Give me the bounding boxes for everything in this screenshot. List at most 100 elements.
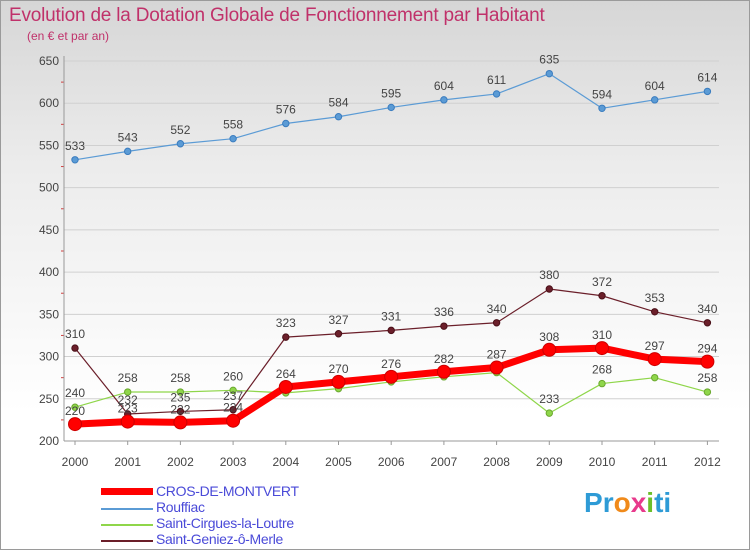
data-label-saint-geniez-merle-2008: 340 <box>487 302 507 316</box>
data-label-rouffiac-2004: 576 <box>276 102 296 116</box>
data-label-cros-de-montvert-2004: 264 <box>276 367 296 381</box>
chart-subtitle: (en € et par an) <box>27 29 110 43</box>
data-label-saint-geniez-merle-2012: 340 <box>697 302 717 316</box>
point-rouffiac-2003 <box>229 134 237 143</box>
data-label-rouffiac-2006: 595 <box>381 86 401 100</box>
data-label-rouffiac-2003: 558 <box>223 118 243 132</box>
y-tick-label-400: 400 <box>39 265 59 279</box>
logo-letter-t: t <box>654 487 664 518</box>
logo-letter-p: P <box>584 487 603 518</box>
data-label-cros-de-montvert-2011: 297 <box>645 339 665 353</box>
x-tick-label-2006: 2006 <box>378 455 405 469</box>
data-label-rouffiac-2010: 594 <box>592 87 612 101</box>
y-tick-label-350: 350 <box>39 307 59 321</box>
legend-swatch-cros-de-montvert <box>101 488 153 495</box>
point-cros-de-montvert-2001 <box>120 414 135 429</box>
point-saint-geniez-merle-2011 <box>651 308 659 316</box>
legend-swatch-saint-cirgues-la-loutre <box>101 524 153 526</box>
point-saint-geniez-merle-2006 <box>387 326 395 335</box>
y-tick-label-650: 650 <box>39 54 59 68</box>
point-saint-cirgues-la-loutre-2000 <box>71 403 79 411</box>
point-saint-cirgues-la-loutre-2001 <box>124 388 132 396</box>
data-label-saint-geniez-merle-2006: 331 <box>381 309 401 323</box>
y-tick-label-200: 200 <box>39 434 59 448</box>
point-saint-cirgues-la-loutre-2003 <box>229 386 237 395</box>
point-rouffiac-2009 <box>545 69 553 78</box>
point-cros-de-montvert-2010 <box>595 341 609 356</box>
data-label-cros-de-montvert-2000: 220 <box>65 404 85 418</box>
legend-swatch-rouffiac <box>101 508 153 510</box>
point-rouffiac-2001 <box>124 147 132 156</box>
point-saint-geniez-merle-2010 <box>598 292 606 300</box>
x-tick-label-2002: 2002 <box>167 455 194 469</box>
data-label-saint-cirgues-la-loutre-2002: 258 <box>170 371 190 385</box>
point-cros-de-montvert-2012 <box>700 354 715 369</box>
point-cros-de-montvert-2002 <box>173 415 188 430</box>
data-label-cros-de-montvert-2012: 294 <box>697 342 717 356</box>
point-cros-de-montvert-2008 <box>489 360 504 375</box>
point-rouffiac-2010 <box>598 104 606 112</box>
data-label-rouffiac-2012: 614 <box>697 70 717 84</box>
point-saint-geniez-merle-2002 <box>176 407 185 416</box>
data-label-cros-de-montvert-2002: 222 <box>170 402 190 416</box>
data-label-cros-de-montvert-2005: 270 <box>328 362 348 376</box>
logo-letter-o: o <box>613 487 631 518</box>
data-label-rouffiac-2007: 604 <box>434 79 454 93</box>
point-cros-de-montvert-2011 <box>647 352 662 367</box>
point-rouffiac-2012 <box>703 87 712 96</box>
x-tick-label-2000: 2000 <box>62 455 89 469</box>
point-cros-de-montvert-2009 <box>542 342 557 357</box>
legend-label-saint-geniez-o-merle: Saint-Geniez-ô-Merle <box>156 531 284 547</box>
point-saint-geniez-merle-2008 <box>492 319 501 327</box>
series-layer <box>68 69 715 432</box>
data-label-saint-geniez-merle-2011: 353 <box>645 291 665 305</box>
y-tick-label-500: 500 <box>39 181 59 195</box>
data-label-rouffiac-2011: 604 <box>645 79 665 93</box>
point-cros-de-montvert-2007 <box>436 364 451 379</box>
point-rouffiac-2002 <box>176 140 185 148</box>
x-tick-label-2011: 2011 <box>642 455 668 469</box>
point-rouffiac-2008 <box>492 90 501 98</box>
data-label-rouffiac-2009: 635 <box>539 53 559 67</box>
data-label-cros-de-montvert-2003: 224 <box>223 401 243 415</box>
point-rouffiac-2000 <box>71 156 79 164</box>
data-label-saint-cirgues-la-loutre-2009: 233 <box>539 392 559 406</box>
x-tick-label-2010: 2010 <box>589 455 616 469</box>
data-label-saint-geniez-merle-2009: 380 <box>539 268 559 282</box>
data-label-rouffiac-2008: 611 <box>487 73 506 87</box>
logo-letter-r: r <box>602 487 614 518</box>
x-tick-label-2009: 2009 <box>536 455 563 469</box>
data-label-cros-de-montvert-2001: 223 <box>118 402 138 416</box>
y-tick-label-450: 450 <box>39 223 59 237</box>
point-rouffiac-2007 <box>440 96 448 104</box>
point-saint-geniez-merle-2007 <box>440 322 448 330</box>
chart-title: Evolution de la Dotation Globale de Fonc… <box>9 5 545 26</box>
data-label-cros-de-montvert-2007: 282 <box>434 352 454 366</box>
legend-label-rouffiac: Rouffiac <box>156 499 205 515</box>
legend-swatch-saint-geniez-o-merle <box>101 540 153 542</box>
legend-label-saint-cirgues-la-loutre: Saint-Cirgues-la-Loutre <box>156 515 294 531</box>
y-tick-label-300: 300 <box>39 350 59 364</box>
data-label-saint-geniez-merle-2004: 323 <box>276 316 296 330</box>
point-saint-geniez-merle-2000 <box>71 344 79 352</box>
x-tick-label-2005: 2005 <box>325 455 352 469</box>
point-saint-geniez-merle-2003 <box>229 406 237 414</box>
data-label-rouffiac-2005: 584 <box>328 96 348 110</box>
x-tick-label-2001: 2001 <box>114 455 141 469</box>
data-label-saint-geniez-merle-2007: 336 <box>434 305 454 319</box>
point-saint-geniez-merle-2009 <box>545 285 553 293</box>
point-cros-de-montvert-2000 <box>68 417 82 432</box>
point-saint-geniez-merle-2005 <box>334 330 343 338</box>
point-rouffiac-2006 <box>387 103 395 112</box>
data-label-layer: 533 543 552 558 576 584 595 604 611 635 594 604 614 2… <box>65 53 718 418</box>
point-cros-de-montvert-2004 <box>278 379 293 394</box>
x-tick-label-2012: 2012 <box>694 455 721 469</box>
point-cros-de-montvert-2003 <box>226 413 241 428</box>
data-label-rouffiac-2002: 552 <box>170 123 190 137</box>
data-label-saint-geniez-merle-2010: 372 <box>592 275 612 289</box>
point-saint-cirgues-la-loutre-2010 <box>598 379 606 388</box>
y-tick-label-600: 600 <box>39 96 59 110</box>
point-saint-cirgues-la-loutre-2002 <box>176 388 185 396</box>
